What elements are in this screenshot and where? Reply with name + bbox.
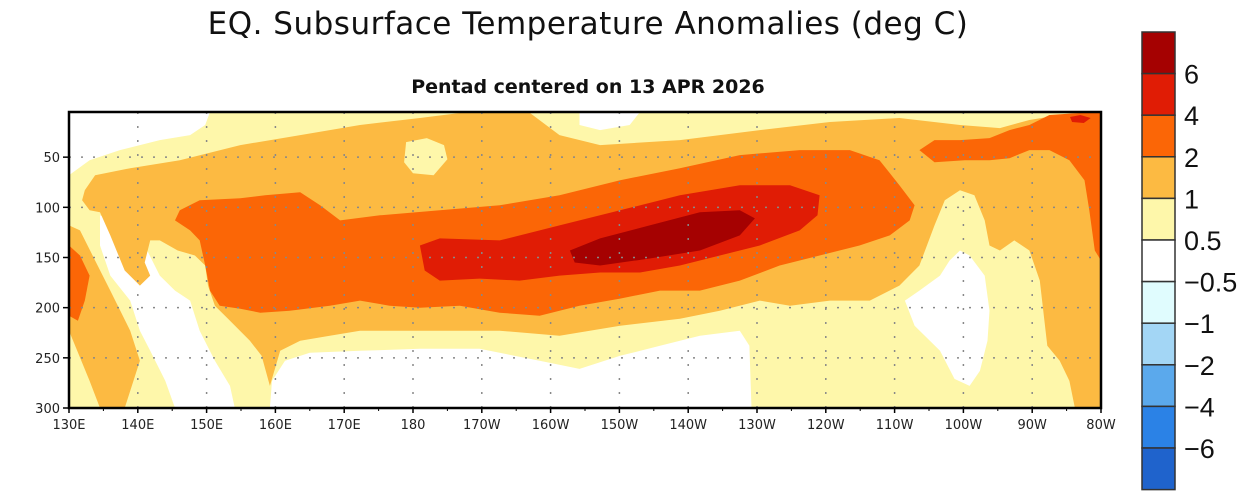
x-tick-label: 130W <box>738 418 776 433</box>
axes: 130E 140E 150E 160E 170E 180 170W 160W 150W 140W 1… <box>35 110 1116 433</box>
contour-region <box>919 112 1101 261</box>
colorbar-label: 4 <box>1184 101 1199 131</box>
contour-region <box>404 138 448 176</box>
x-tick-label: 150E <box>190 418 223 433</box>
colorbar-label: 6 <box>1184 60 1199 90</box>
x-tick-label: 90W <box>1017 418 1047 433</box>
colorbar-label: −0.5 <box>1184 268 1237 298</box>
x-tick-label: 140W <box>669 418 707 433</box>
x-tick-label: 170W <box>463 418 501 433</box>
colorbar-swatch <box>1141 364 1176 408</box>
x-tick-label: 180 <box>401 418 426 433</box>
colorbar-swatch <box>1141 197 1176 241</box>
contour-region <box>269 330 752 408</box>
x-tick-label: 110W <box>876 418 914 433</box>
colorbar-label: 2 <box>1184 143 1199 173</box>
contour-region <box>569 210 755 266</box>
colorbar-label: −1 <box>1184 309 1215 339</box>
contour-region <box>579 112 640 131</box>
colorbar-label: −6 <box>1184 434 1215 464</box>
colorbar-swatch <box>1141 322 1176 366</box>
contour-regions <box>69 112 1101 408</box>
colorbar-label: −2 <box>1184 351 1215 381</box>
colorbar-swatch <box>1141 239 1176 283</box>
colorbar-swatch <box>1141 447 1176 491</box>
colorbar-swatch <box>1141 72 1176 116</box>
contour-region <box>419 185 820 281</box>
y-tick-label: 250 <box>35 352 60 367</box>
contour-region <box>69 112 210 176</box>
colorbar: 6 4 2 1 0.5 −0.5 −1 −2 −4 −6 <box>1141 31 1237 491</box>
x-tick-label: 160E <box>259 418 292 433</box>
x-tick-label: 80W <box>1086 418 1116 433</box>
x-tick-label: 160W <box>532 418 570 433</box>
y-tick-label: 50 <box>43 151 60 166</box>
colorbar-swatch <box>1141 156 1176 200</box>
colorbar-swatch <box>1141 114 1176 158</box>
contour-region <box>904 250 990 386</box>
x-tick-label: 150W <box>601 418 639 433</box>
colorbar-swatch <box>1141 31 1176 75</box>
x-tick-label: 100W <box>945 418 983 433</box>
x-tick-label: 120W <box>807 418 845 433</box>
y-tick-label: 100 <box>35 201 60 216</box>
chart-title: EQ. Subsurface Temperature Anomalies (de… <box>207 6 969 42</box>
colorbar-swatch <box>1141 405 1176 449</box>
y-tick-label: 200 <box>35 302 60 317</box>
colorbar-swatch <box>1141 280 1176 324</box>
x-tick-label: 140E <box>121 418 154 433</box>
x-tick-label: 130E <box>52 418 85 433</box>
y-tick-label: 300 <box>35 402 60 417</box>
colorbar-label: 1 <box>1184 184 1199 214</box>
contour-region <box>1070 115 1091 123</box>
chart-subtitle: Pentad centered on 13 APR 2026 <box>411 76 765 98</box>
colorbar-label: 0.5 <box>1184 226 1222 256</box>
colorbar-label: −4 <box>1184 392 1215 422</box>
y-tick-label: 150 <box>35 251 60 266</box>
contour-region <box>69 245 90 321</box>
x-tick-label: 170E <box>328 418 361 433</box>
